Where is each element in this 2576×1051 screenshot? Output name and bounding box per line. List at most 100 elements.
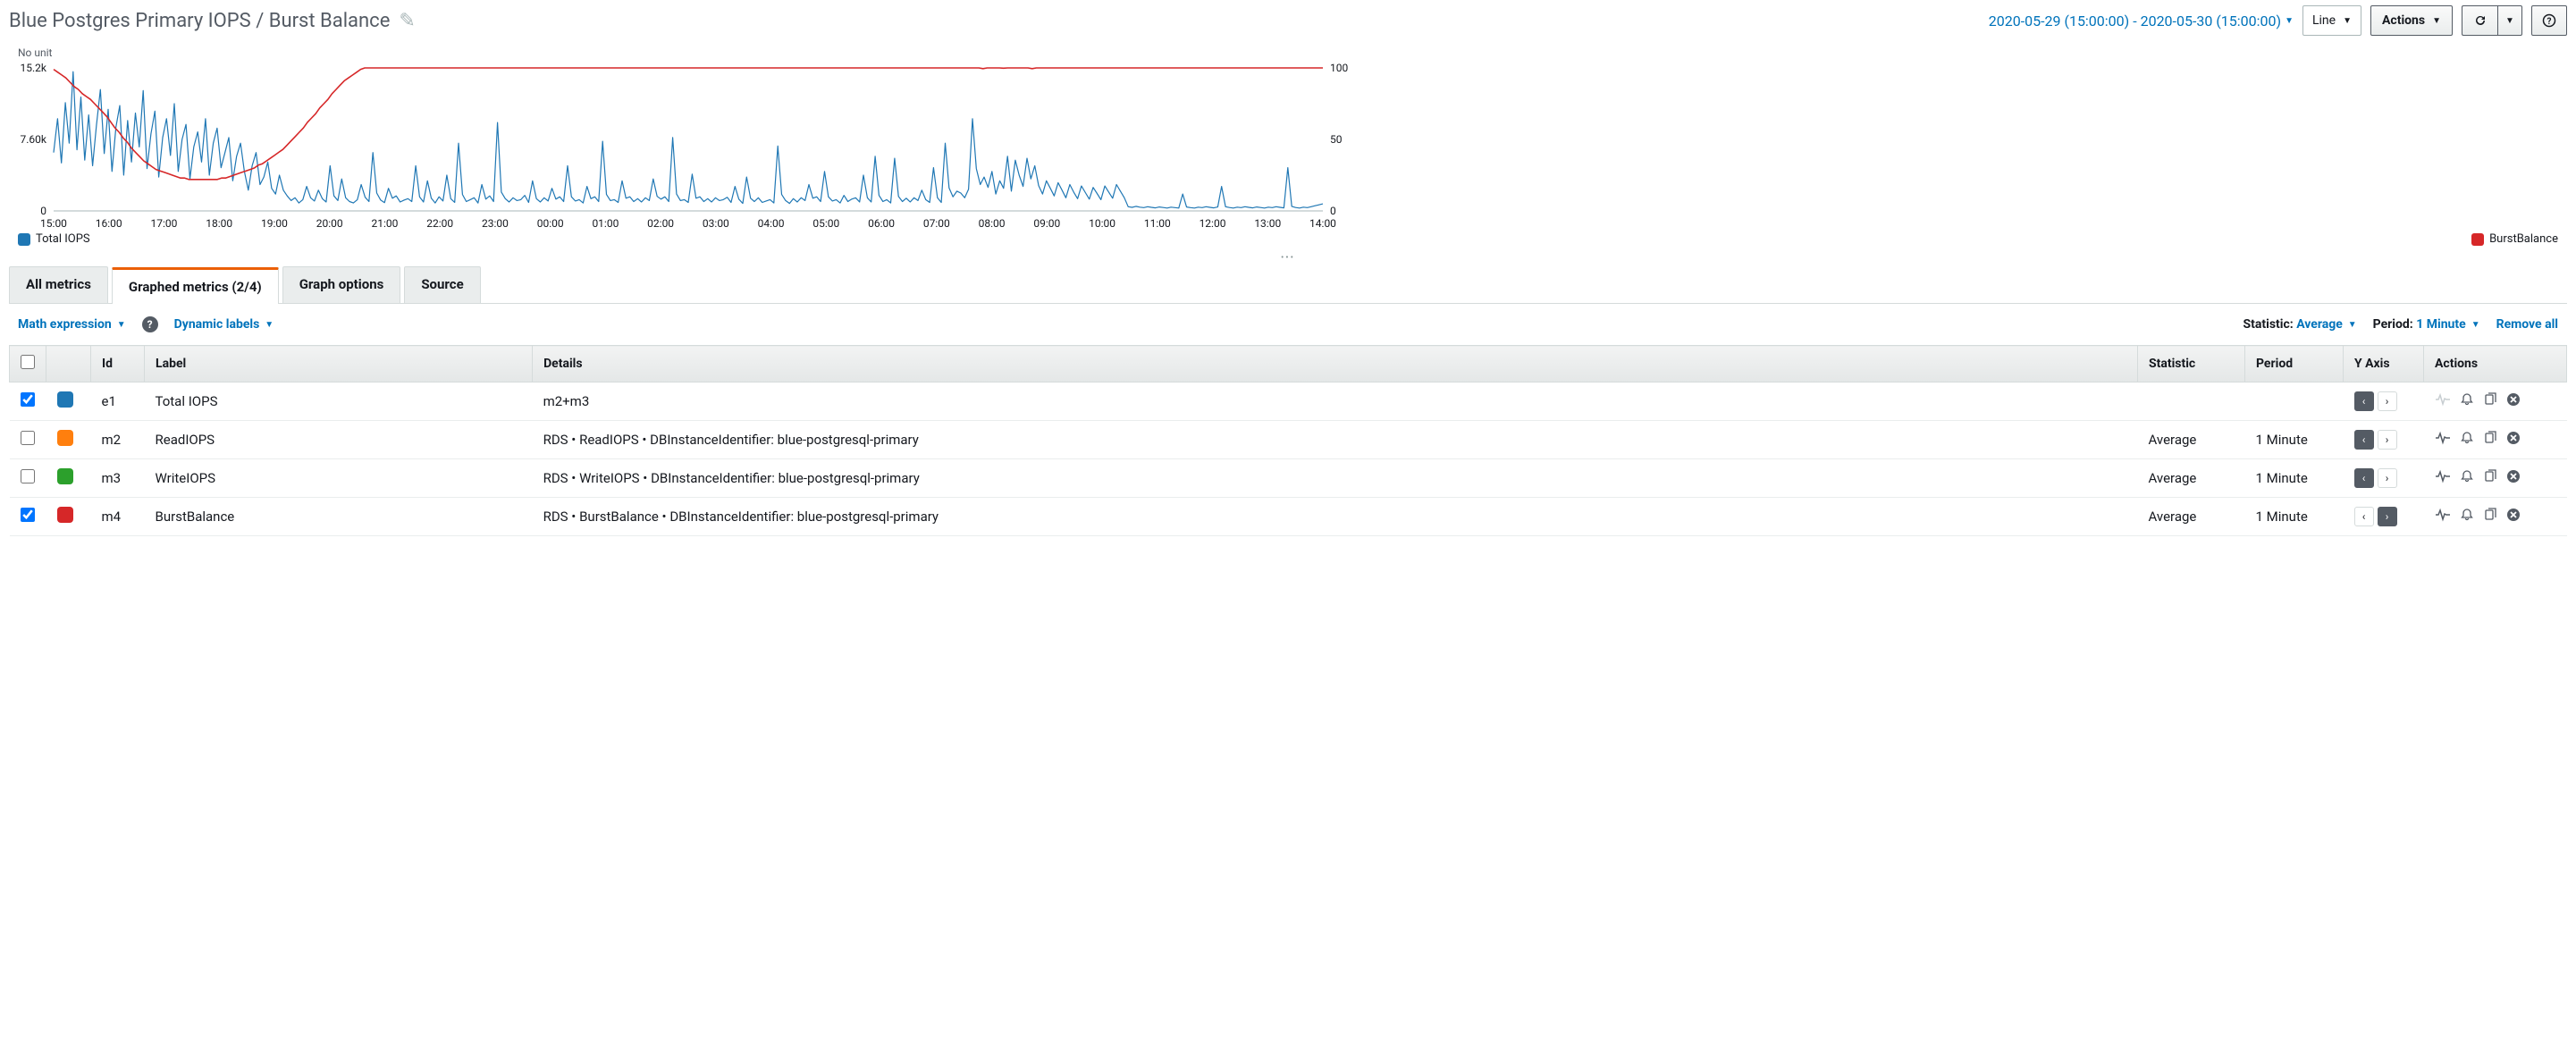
yaxis-right-button[interactable]: ›: [2378, 430, 2397, 450]
pulse-icon[interactable]: [2435, 470, 2451, 486]
yaxis-right-button[interactable]: ›: [2378, 391, 2397, 411]
tab-graph-options[interactable]: Graph options: [282, 266, 401, 303]
col-yaxis[interactable]: Y Axis: [2344, 346, 2424, 383]
refresh-button[interactable]: [2462, 5, 2497, 36]
row-checkbox[interactable]: [21, 392, 35, 407]
row-statistic[interactable]: Average: [2138, 498, 2245, 536]
yaxis-left-button[interactable]: ‹: [2354, 468, 2374, 488]
row-swatch[interactable]: [57, 468, 73, 484]
chart-type-select[interactable]: Line ▼: [2302, 5, 2361, 36]
yaxis-left-button[interactable]: ‹: [2354, 507, 2374, 526]
col-id[interactable]: Id: [91, 346, 145, 383]
help-button[interactable]: ?: [2531, 5, 2567, 36]
col-swatch: [46, 346, 91, 383]
header: Blue Postgres Primary IOPS / Burst Balan…: [9, 5, 2567, 36]
svg-text:11:00: 11:00: [1144, 217, 1171, 230]
svg-text:17:00: 17:00: [151, 217, 178, 230]
actions-button[interactable]: Actions ▼: [2370, 5, 2453, 36]
yaxis-right-button[interactable]: ›: [2378, 468, 2397, 488]
legend-item-burst-balance[interactable]: BurstBalance: [2471, 232, 2558, 246]
remove-all-link[interactable]: Remove all: [2496, 317, 2558, 332]
row-checkbox[interactable]: [21, 508, 35, 522]
caret-down-icon: ▼: [2471, 320, 2480, 330]
chart-legend: Total IOPS BurstBalance: [9, 232, 2567, 246]
svg-text:19:00: 19:00: [261, 217, 288, 230]
bell-icon[interactable]: [2460, 392, 2474, 410]
remove-icon[interactable]: [2506, 392, 2521, 410]
remove-icon[interactable]: [2506, 508, 2521, 526]
row-statistic[interactable]: [2138, 383, 2245, 421]
yaxis-left-button[interactable]: ‹: [2354, 391, 2374, 411]
svg-text:00:00: 00:00: [537, 217, 564, 230]
row-statistic[interactable]: Average: [2138, 459, 2245, 498]
row-checkbox[interactable]: [21, 469, 35, 483]
math-expression-link[interactable]: Math expression ▼: [18, 317, 126, 332]
chart-canvas[interactable]: 15.2k7.60k010050015:0016:0017:0018:0019:…: [9, 63, 1368, 232]
row-id: m3: [91, 459, 145, 498]
svg-text:16:00: 16:00: [96, 217, 122, 230]
caret-down-icon: ▼: [2285, 16, 2294, 26]
table-row: e1Total IOPSm2+m3 ‹›: [10, 383, 2567, 421]
remove-icon[interactable]: [2506, 469, 2521, 487]
row-id: m4: [91, 498, 145, 536]
edit-title-icon[interactable]: ✎: [399, 10, 415, 32]
chart-type-value: Line: [2312, 13, 2336, 28]
row-swatch[interactable]: [57, 507, 73, 523]
bell-icon[interactable]: [2460, 469, 2474, 487]
col-label[interactable]: Label: [145, 346, 533, 383]
row-label[interactable]: ReadIOPS: [145, 421, 533, 459]
svg-text:21:00: 21:00: [371, 217, 398, 230]
caret-down-icon: ▼: [117, 320, 126, 330]
select-all-checkbox[interactable]: [21, 355, 35, 369]
legend-item-total-iops[interactable]: Total IOPS: [18, 232, 90, 246]
bell-icon[interactable]: [2460, 508, 2474, 526]
pulse-icon[interactable]: [2435, 509, 2451, 525]
row-label[interactable]: BurstBalance: [145, 498, 533, 536]
tab-all-metrics[interactable]: All metrics: [9, 266, 108, 303]
yaxis-right-button[interactable]: ›: [2378, 507, 2397, 526]
row-period[interactable]: 1 Minute: [2245, 421, 2344, 459]
row-details: RDS • WriteIOPS • DBInstanceIdentifier: …: [533, 459, 2138, 498]
col-actions[interactable]: Actions: [2424, 346, 2567, 383]
col-details[interactable]: Details: [533, 346, 2138, 383]
row-details: m2+m3: [533, 383, 2138, 421]
refresh-menu-button[interactable]: ▼: [2497, 5, 2522, 36]
math-help-icon[interactable]: ?: [142, 316, 158, 332]
col-period[interactable]: Period: [2245, 346, 2344, 383]
row-swatch[interactable]: [57, 430, 73, 446]
remove-icon[interactable]: [2506, 431, 2521, 449]
resize-grip[interactable]: •••: [9, 249, 2567, 266]
caret-down-icon: ▼: [2505, 16, 2514, 26]
chart-area: No unit 15.2k7.60k010050015:0016:0017:00…: [9, 46, 2567, 246]
row-statistic[interactable]: Average: [2138, 421, 2245, 459]
copy-icon[interactable]: [2483, 508, 2497, 526]
dynamic-labels-link[interactable]: Dynamic labels ▼: [174, 317, 274, 332]
row-id: e1: [91, 383, 145, 421]
actions-label: Actions: [2382, 13, 2425, 28]
tab-source[interactable]: Source: [404, 266, 480, 303]
copy-icon[interactable]: [2483, 431, 2497, 449]
row-label[interactable]: Total IOPS: [145, 383, 533, 421]
svg-text:0: 0: [1330, 205, 1336, 217]
metrics-table: Id Label Details Statistic Period Y Axis…: [9, 345, 2567, 536]
pulse-icon[interactable]: [2435, 393, 2451, 409]
pulse-icon[interactable]: [2435, 432, 2451, 448]
row-checkbox[interactable]: [21, 431, 35, 445]
tab-graphed-metrics[interactable]: Graphed metrics (2/4): [112, 267, 279, 304]
page-title: Blue Postgres Primary IOPS / Burst Balan…: [9, 10, 416, 32]
bell-icon[interactable]: [2460, 431, 2474, 449]
time-range-picker[interactable]: 2020-05-29 (15:00:00) - 2020-05-30 (15:0…: [1989, 13, 2294, 29]
row-period[interactable]: 1 Minute: [2245, 459, 2344, 498]
svg-text:03:00: 03:00: [703, 217, 729, 230]
copy-icon[interactable]: [2483, 392, 2497, 410]
row-period[interactable]: 1 Minute: [2245, 498, 2344, 536]
row-label[interactable]: WriteIOPS: [145, 459, 533, 498]
col-statistic[interactable]: Statistic: [2138, 346, 2245, 383]
copy-icon[interactable]: [2483, 469, 2497, 487]
row-swatch[interactable]: [57, 391, 73, 408]
row-period[interactable]: [2245, 383, 2344, 421]
period-value[interactable]: 1 Minute ▼: [2416, 317, 2479, 332]
statistic-value[interactable]: Average ▼: [2296, 317, 2356, 332]
yaxis-left-button[interactable]: ‹: [2354, 430, 2374, 450]
time-range-text: 2020-05-29 (15:00:00) - 2020-05-30 (15:0…: [1989, 13, 2281, 29]
